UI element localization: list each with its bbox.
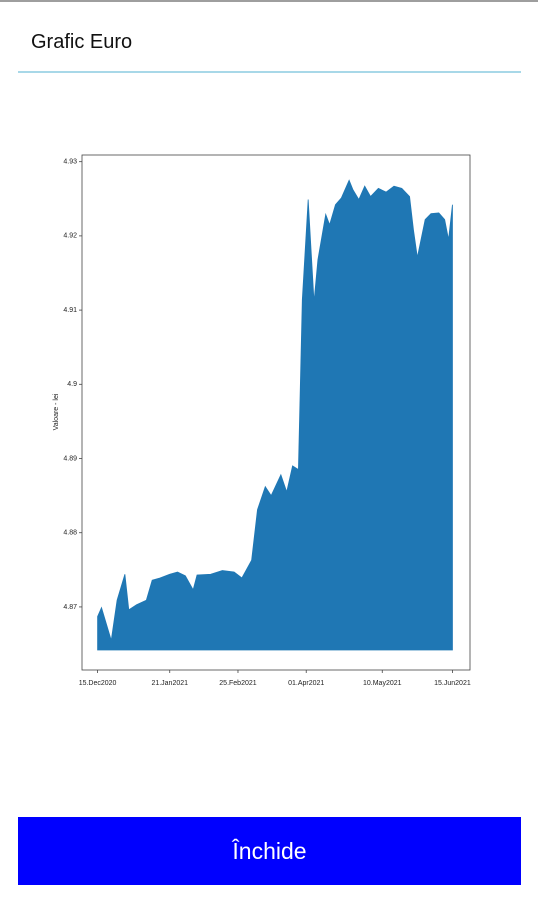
chart: Valoare - lei 4.87 4.88 4.89 4.9 4.91 4.92 4.9… [53,154,471,687]
y-tick-label: 4.9 [67,381,77,388]
y-tick-label: 4.93 [63,159,77,166]
y-tick-label: 4.89 [63,455,77,462]
x-tick-label: 01.Apr2021 [288,680,324,687]
y-tick-label: 4.91 [63,307,77,314]
y-tick-label: 4.87 [63,604,77,611]
close-button[interactable]: Închide [18,817,521,885]
x-tick-label: 15.Dec2020 [79,680,117,687]
area [97,179,453,651]
y-tick-label: 4.88 [63,530,77,537]
plot-frame [81,154,471,671]
x-tick-label: 25.Feb2021 [219,680,256,687]
y-axis-label: Valoare - lei [53,393,60,430]
y-tick-label: 4.92 [63,233,77,240]
x-tick-label: 10.May2021 [363,680,402,687]
dialog-title: Grafic Euro [31,31,133,53]
status-edge [0,0,538,2]
title-divider [18,71,521,73]
x-tick-label: 21.Jan2021 [151,680,188,687]
x-tick-label: 15.Jun2021 [434,680,471,687]
